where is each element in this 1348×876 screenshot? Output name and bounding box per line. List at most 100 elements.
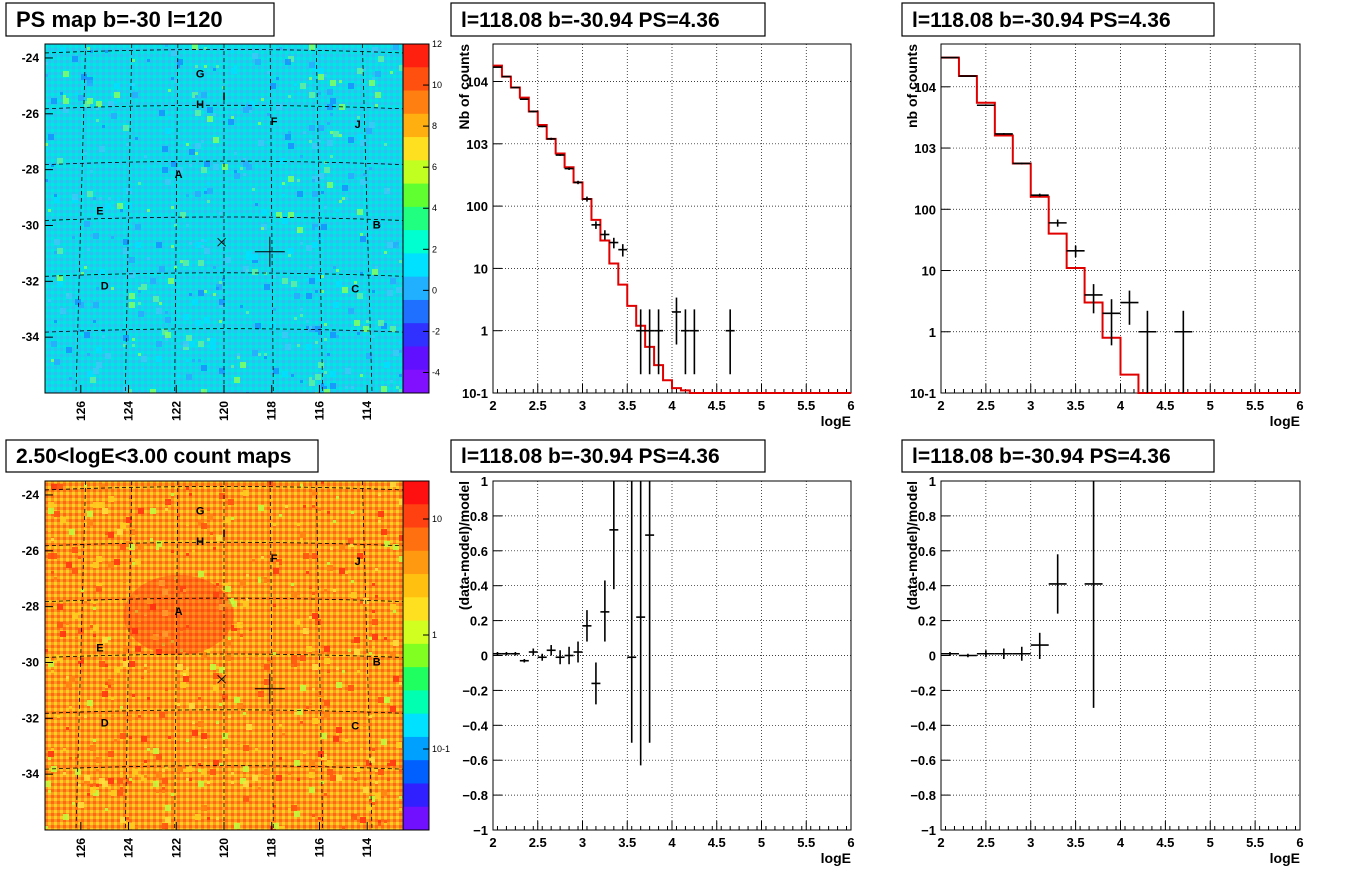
- map-cell: [246, 164, 252, 170]
- map-cell: [84, 332, 90, 338]
- source-label-f: F: [271, 553, 278, 565]
- map-cell: [288, 254, 291, 257]
- colorbar-band: [403, 620, 429, 645]
- map-cell: [165, 499, 171, 505]
- colorbar-tick-label: 12: [432, 39, 442, 49]
- map-cell: [327, 511, 330, 514]
- map-cell: [186, 487, 189, 490]
- map-cell: [393, 242, 399, 248]
- map-cell: [78, 95, 84, 101]
- map-cell: [315, 275, 321, 281]
- map-cell: [237, 703, 243, 709]
- colorbar-band: [403, 690, 429, 715]
- map-cell: [288, 212, 294, 218]
- map-cell: [354, 766, 360, 772]
- map-cell: [96, 586, 102, 592]
- map-cell: [339, 200, 342, 203]
- map-cell: [309, 377, 312, 380]
- x-tick-label: 4.5: [708, 398, 726, 413]
- map-cell: [393, 350, 399, 356]
- colorbar-band: [403, 160, 429, 185]
- x-tick-label: 6: [1296, 398, 1303, 413]
- map-cell: [66, 562, 72, 568]
- map-cell: [51, 484, 57, 490]
- map-cell: [228, 119, 234, 125]
- map-cell: [198, 721, 204, 727]
- map-cell: [372, 634, 378, 640]
- map-cell: [174, 224, 177, 227]
- map-cell: [156, 541, 162, 547]
- map-cell: [54, 320, 57, 323]
- map-cell: [99, 778, 105, 784]
- map-cell: [189, 778, 192, 781]
- x-tick-label: 118: [265, 401, 279, 421]
- map-cell: [357, 670, 360, 673]
- map-cell: [336, 335, 339, 338]
- y-tick-label: −0.2: [910, 683, 936, 698]
- map-cell: [159, 110, 165, 116]
- map-cell: [210, 344, 216, 350]
- x-tick-label: 5: [758, 398, 765, 413]
- axis-ticks: 2 2.5 3 3.5 4 4.5 5 5.5 6 −1 −0.8 −0.6 −0.4 −0.2 0 0.2 0…: [910, 474, 1303, 850]
- axis-ticks: 2 2.5 3 3.5 4 4.5 5 5.5 6 10-1 1 10 100 103 104: [910, 80, 1304, 413]
- map-cell: [240, 167, 243, 170]
- x-tick-label: 120: [217, 401, 231, 421]
- map-cell: [183, 769, 186, 772]
- map-cell: [339, 134, 342, 137]
- map-cell: [177, 65, 180, 68]
- map-cell: [387, 763, 390, 766]
- map-cell: [261, 577, 267, 583]
- map-cell: [156, 547, 159, 550]
- map-cell: [309, 140, 312, 143]
- map-cell: [357, 209, 363, 215]
- y-tick-label: −1: [921, 823, 936, 838]
- y-tick-label: 1: [481, 324, 488, 339]
- map-cell: [165, 766, 168, 769]
- map-cell: [300, 155, 303, 158]
- map-cell: [225, 517, 231, 523]
- map-cell: [123, 344, 126, 347]
- map-cell: [117, 529, 123, 535]
- map-cell: [144, 775, 147, 778]
- map-cell: [231, 365, 234, 368]
- map-cell: [300, 538, 303, 541]
- map-cell: [336, 209, 339, 212]
- map-cell: [294, 83, 297, 86]
- map-cell: [105, 50, 108, 53]
- map-cell: [276, 77, 279, 80]
- map-cell: [333, 131, 339, 137]
- map-cell: [141, 763, 144, 766]
- map-cell: [399, 796, 402, 799]
- map-cell: [114, 83, 120, 89]
- map-cell: [195, 95, 198, 98]
- pad-title: 2.50<logE<3.00 count maps: [16, 445, 291, 468]
- map-cell: [297, 230, 300, 233]
- map-cell: [153, 748, 159, 754]
- map-cell: [282, 278, 288, 284]
- map-cell: [252, 559, 255, 562]
- map-cell: [192, 44, 198, 50]
- x-tick-label: 126: [74, 401, 88, 421]
- map-cell: [87, 520, 93, 526]
- map-cell: [180, 682, 186, 688]
- map-cell: [246, 251, 252, 257]
- map-cell: [216, 583, 219, 586]
- y-tick-label: 1: [481, 474, 488, 489]
- y-tick-label: 1: [929, 325, 936, 340]
- map-cell: [90, 706, 93, 709]
- map-cell: [195, 191, 201, 197]
- map-cell: [243, 745, 249, 751]
- map-cell: [300, 532, 306, 538]
- map-cell: [255, 748, 258, 751]
- map-cell: [267, 71, 270, 74]
- x-tick-label: 4.5: [708, 835, 726, 850]
- map-cell: [177, 514, 180, 517]
- map-cell: [204, 239, 207, 242]
- map-cell: [354, 559, 357, 562]
- map-cell: [165, 44, 168, 47]
- map-cell: [156, 356, 162, 362]
- map-cell: [63, 107, 69, 113]
- map-cell: [102, 508, 108, 514]
- map-cell: [348, 173, 354, 179]
- map-cell: [315, 619, 321, 625]
